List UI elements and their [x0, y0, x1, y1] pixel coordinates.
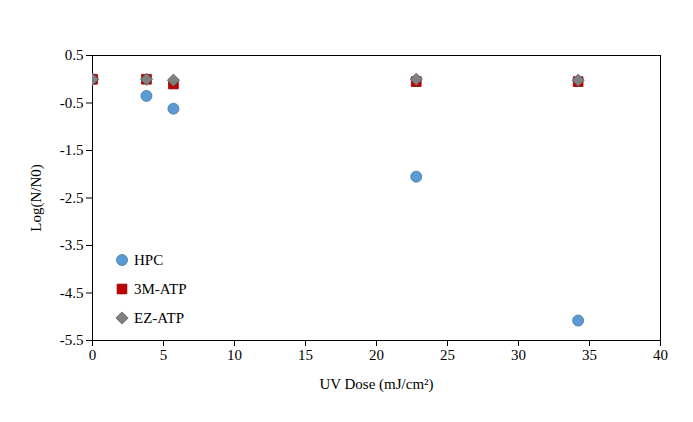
svg-text:-5.5: -5.5: [60, 332, 84, 348]
svg-text:10: 10: [227, 347, 242, 363]
svg-text:0.5: 0.5: [65, 47, 84, 63]
svg-text:35: 35: [582, 347, 597, 363]
svg-text:HPC: HPC: [134, 252, 163, 268]
svg-text:5: 5: [160, 347, 168, 363]
svg-text:0: 0: [89, 347, 97, 363]
svg-text:25: 25: [440, 347, 455, 363]
svg-text:40: 40: [653, 347, 668, 363]
svg-text:20: 20: [369, 347, 384, 363]
svg-text:15: 15: [298, 347, 313, 363]
svg-text:UV Dose (mJ/cm²): UV Dose (mJ/cm²): [319, 376, 433, 393]
svg-text:-3.5: -3.5: [60, 237, 84, 253]
svg-text:30: 30: [511, 347, 526, 363]
svg-text:EZ-ATP: EZ-ATP: [134, 310, 184, 326]
svg-text:-4.5: -4.5: [60, 285, 84, 301]
svg-text:3M-ATP: 3M-ATP: [134, 281, 187, 297]
svg-text:-2.5: -2.5: [60, 190, 84, 206]
svg-text:-0.5: -0.5: [60, 95, 84, 111]
svg-text:Log(N/N0): Log(N/N0): [28, 164, 45, 232]
svg-text:-1.5: -1.5: [60, 142, 84, 158]
